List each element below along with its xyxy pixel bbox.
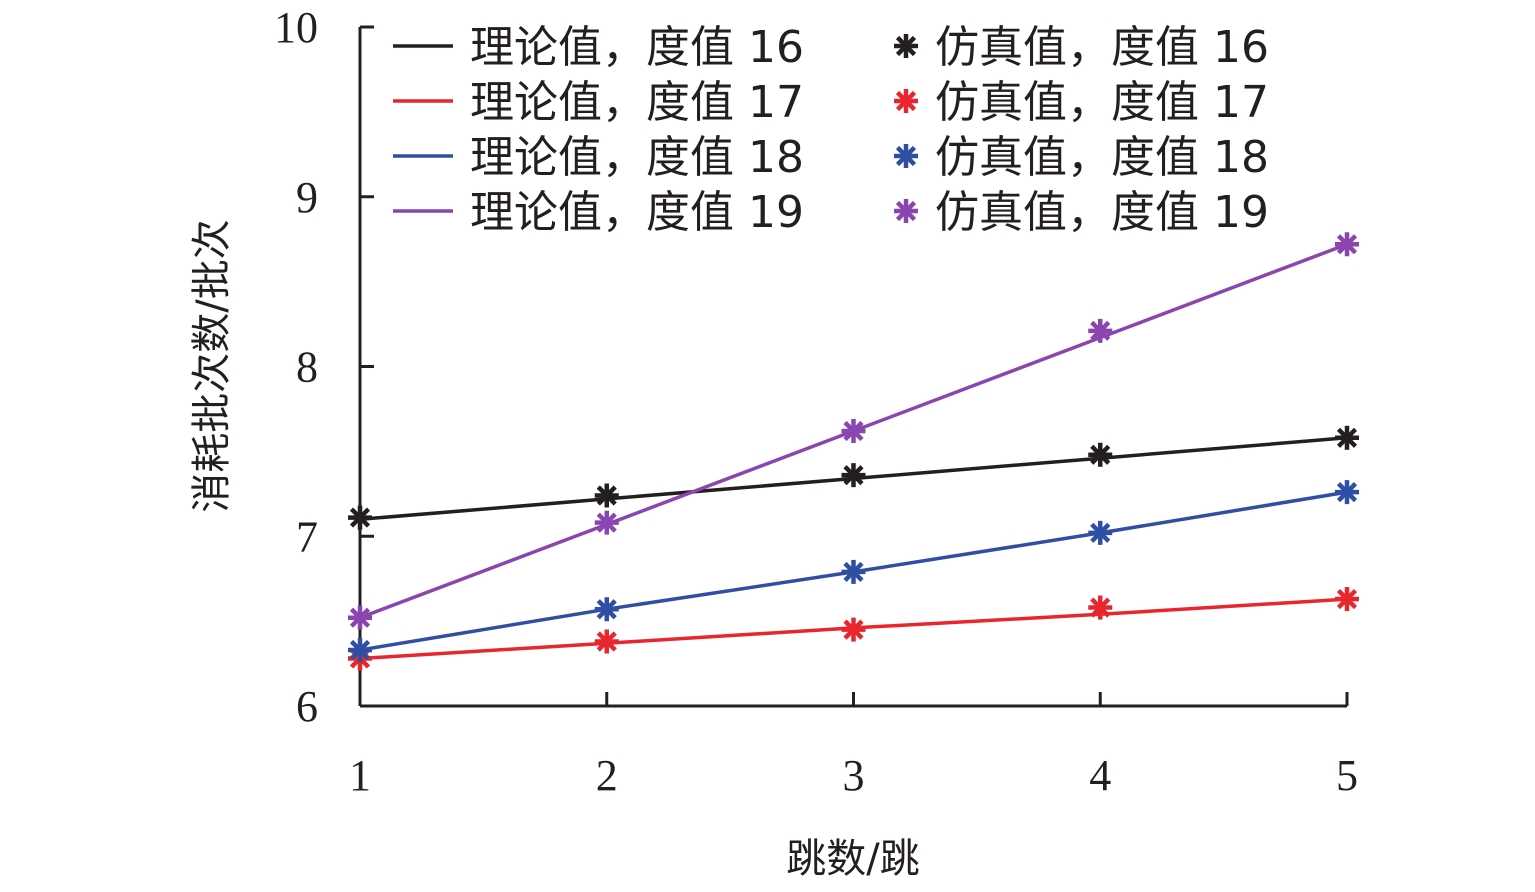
- data-point-marker: [348, 605, 372, 630]
- legend-entry-label: 理论值，度值 17: [470, 77, 804, 128]
- x-tick-label: 5: [1336, 751, 1358, 800]
- legend-marker-swatch: [894, 144, 918, 168]
- y-ticks: 6 7 8 9 10: [274, 3, 374, 731]
- legend-entry-label: 仿真值，度值 17: [935, 77, 1269, 128]
- y-axis-title: 消耗批次数/批次: [189, 219, 235, 512]
- legend-marker-swatch: [894, 89, 918, 113]
- data-point-marker: [348, 505, 372, 530]
- series-markers: [348, 232, 1359, 671]
- x-axis-title: 跳数/跳: [786, 836, 919, 882]
- data-point-marker: [594, 629, 619, 654]
- y-tick-label: 9: [296, 173, 318, 222]
- data-point-marker: [1088, 520, 1113, 545]
- data-point-marker: [1335, 480, 1359, 505]
- x-tick-label: 1: [349, 751, 371, 800]
- data-point-marker: [594, 510, 619, 535]
- legend-marker-swatch: [894, 34, 918, 58]
- data-point-marker: [348, 637, 372, 662]
- series-lines: [359, 242, 1348, 661]
- legend-entry-label: 仿真值，度值 16: [935, 22, 1269, 73]
- legend-entry-label: 理论值，度值 16: [470, 22, 804, 73]
- y-tick-label: 8: [296, 343, 318, 392]
- legend-entry-label: 理论值，度值 18: [470, 132, 804, 183]
- plot-area: 6 7 8 9 10 1 2 3 4 5: [274, 3, 1359, 800]
- data-point-marker: [1088, 595, 1113, 620]
- legend-entry-label: 仿真值，度值 19: [935, 187, 1269, 238]
- legend-entry-label: 仿真值，度值 18: [935, 132, 1269, 183]
- legend-marker-swatch: [894, 199, 918, 223]
- y-tick-label: 6: [296, 682, 318, 731]
- data-point-marker: [841, 617, 866, 642]
- data-point-marker: [1335, 425, 1359, 450]
- x-ticks: 1 2 3 4 5: [349, 692, 1358, 800]
- x-tick-label: 2: [596, 751, 618, 800]
- data-point-marker: [841, 559, 866, 584]
- data-point-marker: [1335, 232, 1359, 257]
- x-tick-label: 4: [1089, 751, 1111, 800]
- legend-entry-label: 理论值，度值 19: [470, 187, 804, 238]
- y-tick-label: 10: [274, 3, 318, 52]
- data-point-marker: [1088, 442, 1113, 467]
- x-tick-label: 3: [843, 751, 865, 800]
- data-point-marker: [1088, 318, 1113, 343]
- data-point-marker: [594, 483, 619, 508]
- data-point-marker: [594, 597, 619, 622]
- y-tick-label: 7: [296, 512, 318, 561]
- data-point-marker: [841, 419, 866, 444]
- data-point-marker: [841, 463, 866, 488]
- data-point-marker: [1335, 587, 1359, 612]
